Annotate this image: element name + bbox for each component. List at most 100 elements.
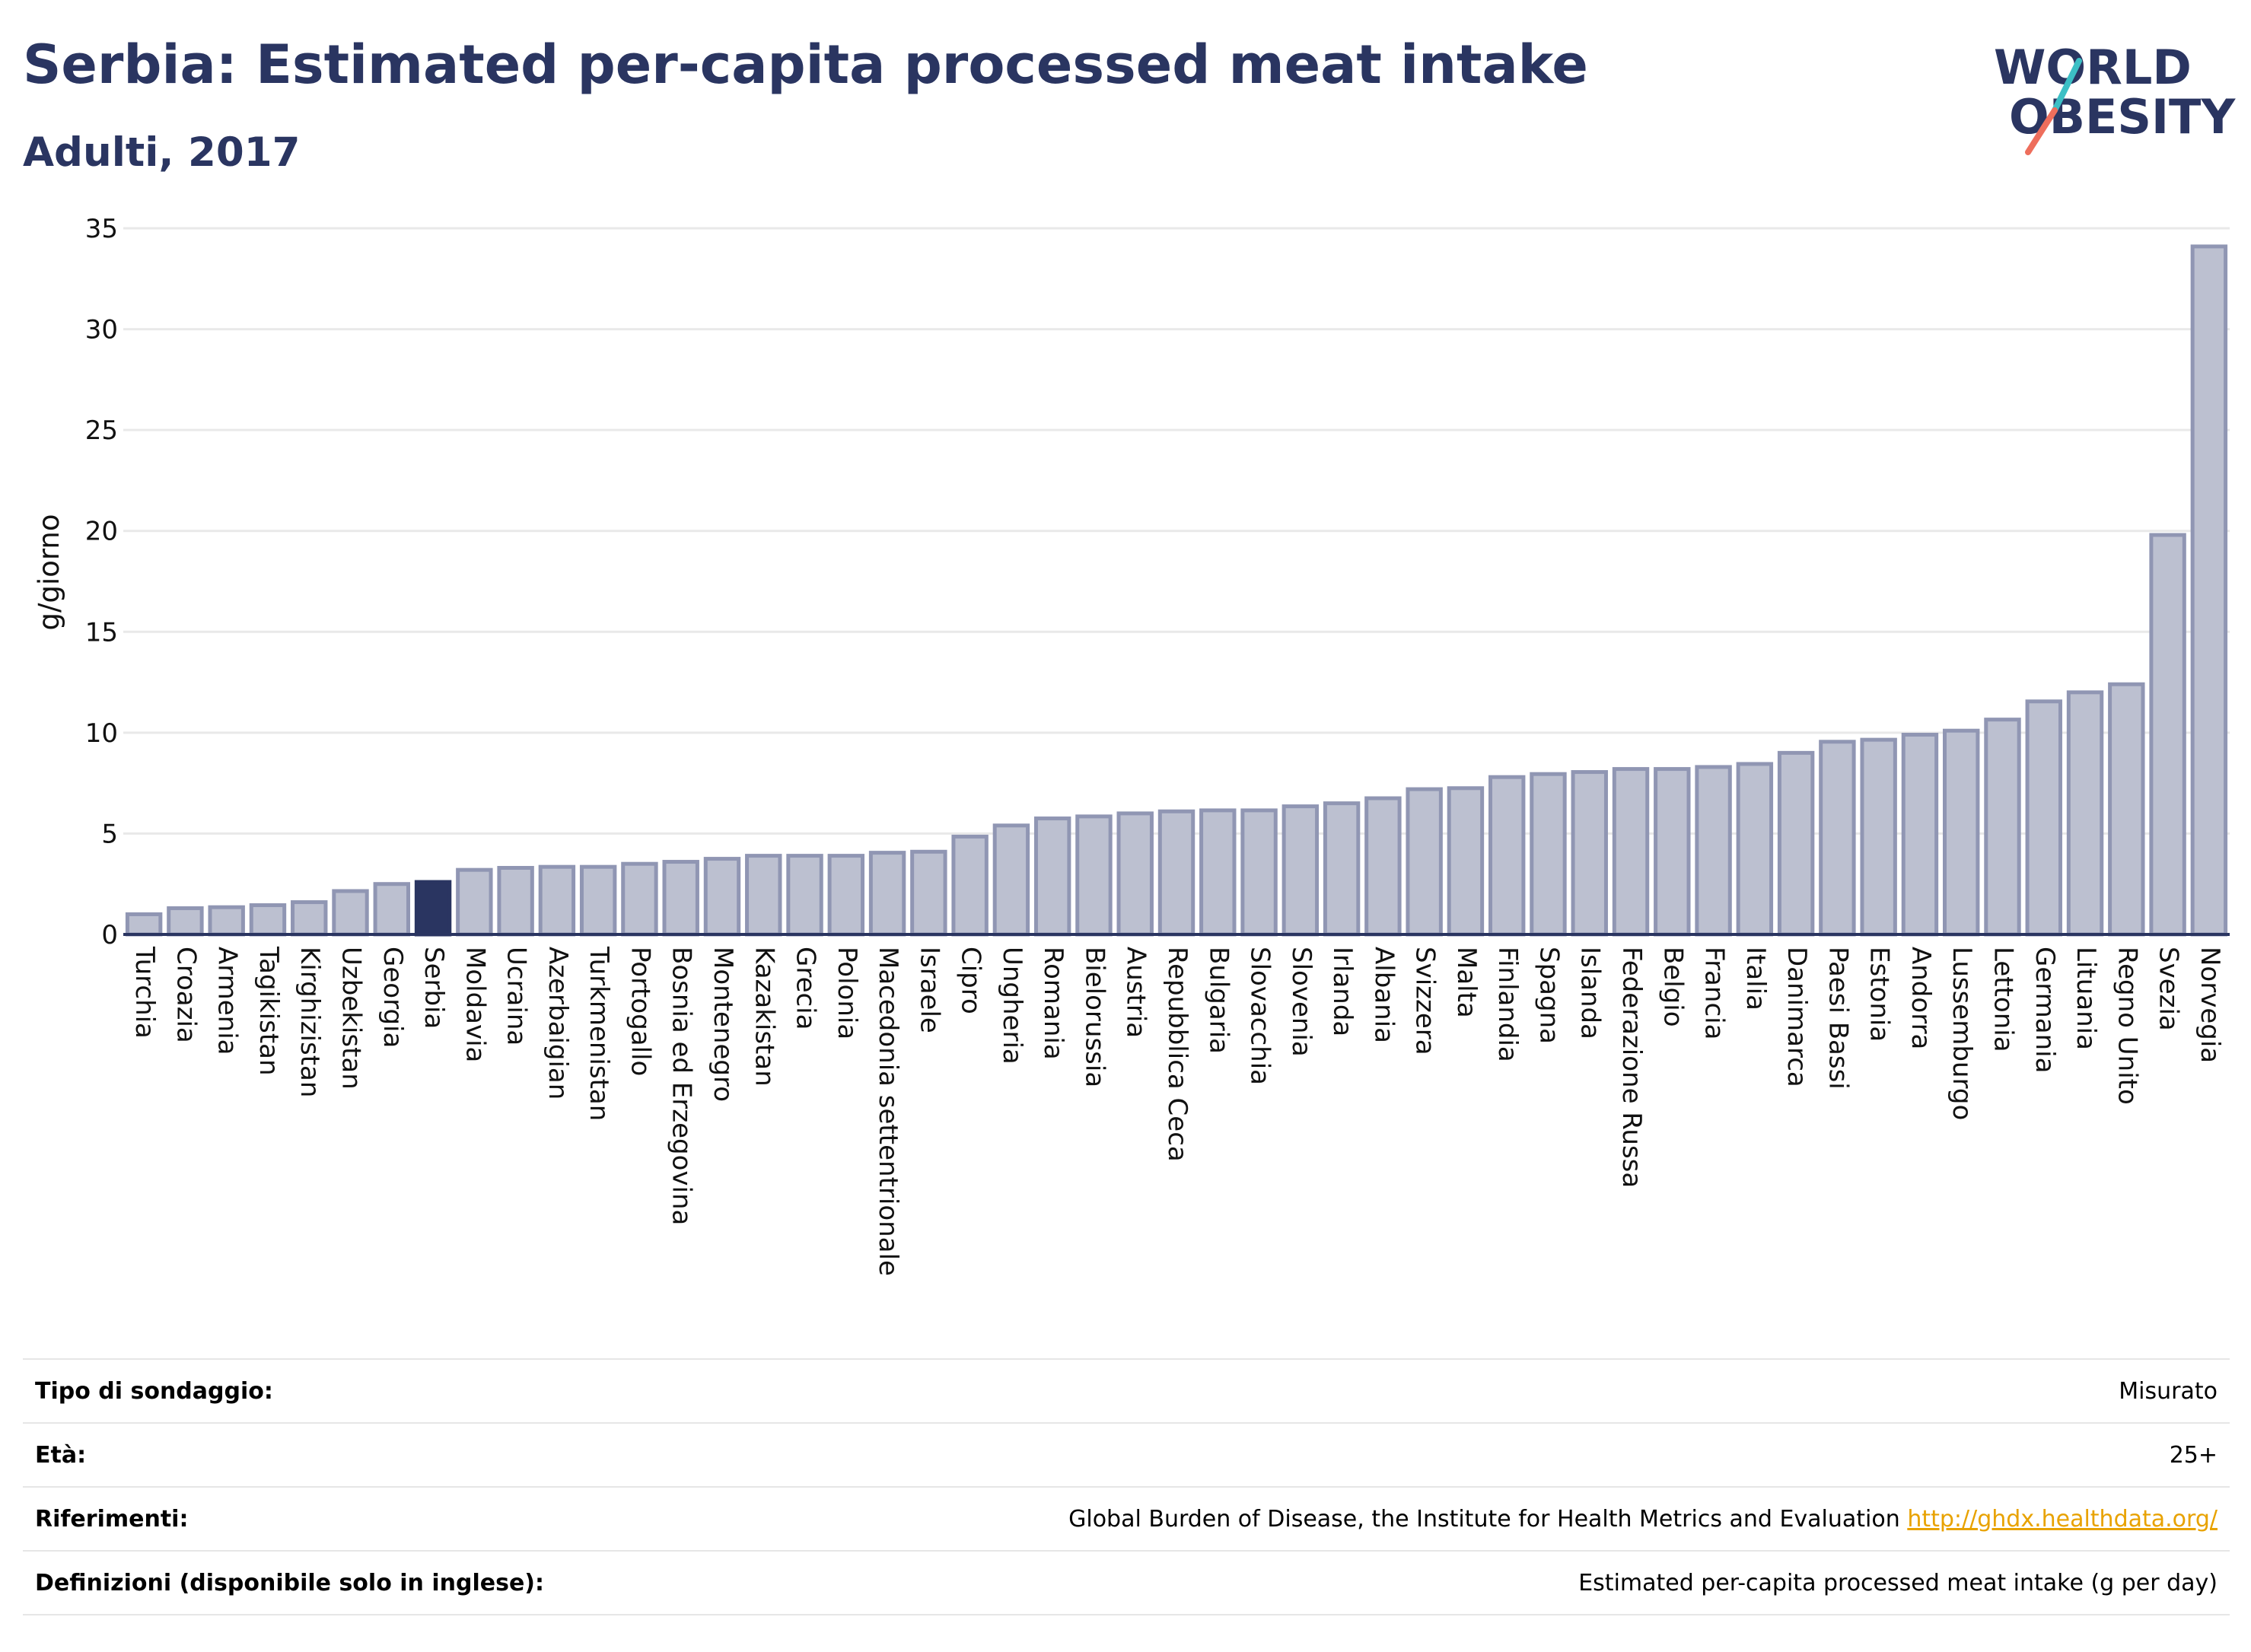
bar-grecia (786, 854, 823, 937)
x-category-label: Norvegia (2195, 947, 2225, 1063)
x-category-label: Serbia (419, 947, 449, 1029)
references-link[interactable]: http://ghdx.healthdata.org/ (1907, 1505, 2218, 1533)
x-category-label: Grecia (791, 947, 821, 1030)
bar-kazakistan (745, 854, 782, 937)
x-category-label: Macedonia settentrionale (873, 947, 903, 1276)
bar-slovacchia (1240, 808, 1278, 937)
bar-montenegro (703, 857, 741, 937)
bar-cipro (951, 834, 989, 937)
y-tick-label: 10 (85, 718, 118, 749)
bar-turchia (125, 912, 163, 937)
info-row-age: Età: 25+ (23, 1422, 2230, 1486)
y-tick-label: 15 (85, 617, 118, 648)
x-category-label: Svizzera (1410, 947, 1441, 1055)
x-category-label: Belgio (1657, 947, 1688, 1027)
references-label: Riferimenti: (35, 1505, 189, 1533)
bar-georgia (373, 882, 410, 937)
bar-ucraina (497, 866, 534, 937)
bar-tagikistan (249, 903, 287, 937)
bar-norvegia (2190, 244, 2228, 937)
bar-svizzera (1406, 787, 1443, 937)
x-category-label: Islanda (1575, 947, 1606, 1039)
logo-line-2: OBESITY (2009, 89, 2236, 145)
bar-portogallo (621, 861, 658, 937)
x-category-label: Slovacchia (1245, 947, 1275, 1085)
bar-bielorussia (1075, 814, 1113, 937)
x-category-label: Azerbaigian (543, 947, 573, 1100)
x-category-label: Kirghizistan (295, 947, 325, 1097)
bar-croazia (167, 906, 204, 937)
bar-lituania (2066, 690, 2104, 937)
bar-bulgaria (1199, 808, 1237, 937)
definitions-value: Estimated per-capita processed meat inta… (1578, 1569, 2218, 1596)
y-tick-label: 0 (101, 920, 118, 950)
bar-romania (1033, 816, 1071, 937)
x-category-label: Lituania (2071, 947, 2101, 1050)
references-value: Global Burden of Disease, the Institute … (1068, 1506, 2230, 1533)
y-tick-label: 35 (85, 214, 118, 244)
bar-federazione-russa (1612, 767, 1650, 937)
x-category-label: Lussemburgo (1947, 947, 1977, 1120)
world-obesity-logo: WORLD OBESITY (1994, 40, 2236, 155)
bar-spagna (1530, 772, 1567, 937)
x-category-label: Ucraina (501, 947, 532, 1046)
x-category-label: Andorra (1906, 947, 1936, 1049)
logo-line-1: WORLD (1994, 40, 2192, 95)
x-category-label: Georgia (377, 947, 408, 1048)
bar-armenia (208, 905, 245, 937)
x-category-label: Kazakistan (749, 947, 779, 1087)
info-row-survey-type: Tipo di sondaggio: Misurato (23, 1358, 2230, 1422)
y-tick-label: 5 (101, 819, 118, 849)
x-category-label: Svezia (2154, 947, 2184, 1031)
bar-moldavia (456, 867, 493, 937)
y-tick-label: 20 (85, 517, 118, 547)
bar-irlanda (1323, 801, 1361, 937)
bar-chart: 0 5 10 15 20 25 30 35 Turchia Croazia Armenia Tagi… (33, 214, 2230, 1276)
info-table: Tipo di sondaggio: Misurato Età: 25+ Rif… (23, 1358, 2230, 1615)
x-category-label: Spagna (1533, 947, 1564, 1044)
bar-lussemburgo (1943, 728, 1980, 937)
bar-turkmenistan (579, 864, 617, 937)
y-tick-labels: 0 5 10 15 20 25 30 35 (85, 214, 118, 950)
x-category-label: Turkmenistan (584, 946, 614, 1121)
x-category-label: Portogallo (625, 947, 655, 1076)
x-category-label: Paesi Bassi (1823, 947, 1853, 1090)
bar-ungheria (992, 823, 1030, 937)
bar-italia (1736, 762, 1774, 937)
bar-danimarca (1777, 750, 1815, 937)
bars (125, 244, 2228, 937)
x-category-label: Cipro (956, 947, 986, 1014)
x-category-label: Croazia (170, 947, 201, 1043)
bar-malta (1447, 786, 1485, 937)
chart-subtitle: Adulti, 2017 (23, 129, 301, 176)
x-category-label: Bosnia ed Erzegovina (667, 947, 697, 1225)
logo-slash-coral (2025, 107, 2058, 155)
x-category-label: Federazione Russa (1616, 947, 1647, 1188)
x-category-label: Montenegro (708, 947, 738, 1102)
survey-type-value: Misurato (2119, 1377, 2218, 1405)
x-category-label: Lettonia (1988, 947, 2018, 1052)
bar-regno-unito (2108, 682, 2145, 937)
bar-kirghizistan (291, 900, 328, 937)
bar-uzbekistan (332, 889, 369, 937)
bar-austria (1116, 811, 1154, 937)
bar-serbia (414, 880, 452, 937)
bar-azerbaigian (538, 864, 576, 937)
x-category-label: Bielorussia (1079, 947, 1110, 1087)
logo-slash-teal (2052, 58, 2082, 113)
x-category-label: Israele (914, 947, 944, 1033)
x-category-label: Malta (1451, 947, 1482, 1018)
x-category-label: Albania (1368, 947, 1399, 1043)
x-category-label: Romania (1038, 947, 1068, 1060)
info-row-definitions: Definizioni (disponibile solo in inglese… (23, 1550, 2230, 1615)
bar-israele (910, 849, 947, 937)
x-category-label: Turchia (129, 946, 160, 1039)
bar-finlandia (1488, 775, 1526, 937)
x-category-label: Irlanda (1327, 947, 1358, 1036)
x-category-label: Bulgaria (1203, 947, 1234, 1054)
bar-islanda (1571, 770, 1608, 937)
x-category-label: Austria (1121, 947, 1151, 1038)
bar-francia (1695, 765, 1732, 937)
x-category-label: Slovenia (1286, 947, 1317, 1057)
bar-lettonia (1984, 718, 2021, 937)
